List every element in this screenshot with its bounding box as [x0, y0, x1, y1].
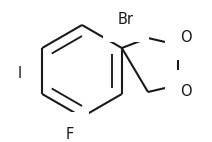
Text: F: F: [66, 127, 74, 142]
Text: O: O: [180, 31, 192, 45]
Text: O: O: [180, 84, 192, 100]
Text: I: I: [18, 65, 22, 81]
Text: Br: Br: [118, 12, 134, 27]
